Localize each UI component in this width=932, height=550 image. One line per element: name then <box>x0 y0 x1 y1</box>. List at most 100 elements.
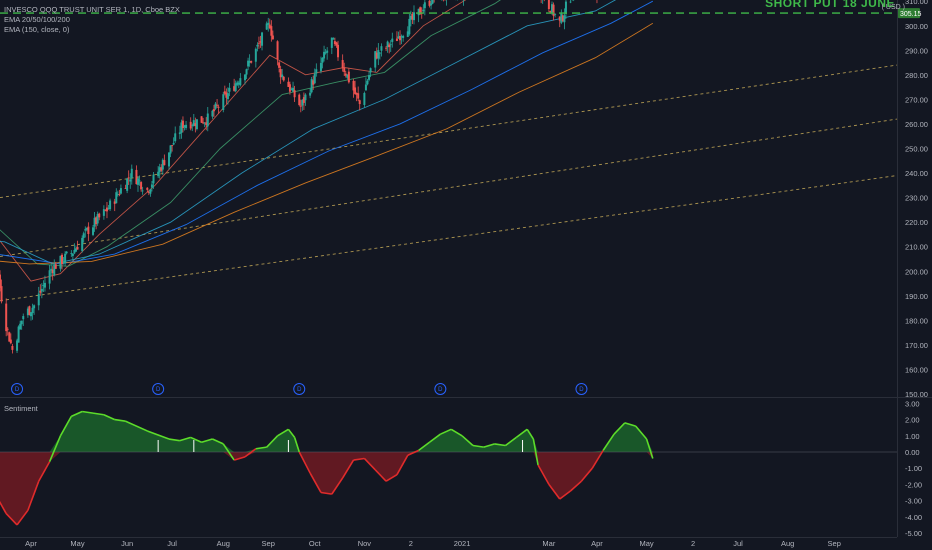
dividend-marker[interactable] <box>152 383 165 395</box>
symbol-legend[interactable]: INVESCO QQQ TRUST UNIT SER 1, 1D, Cboe B… <box>4 5 180 14</box>
ema-line[interactable] <box>0 0 653 282</box>
ema-group-legend[interactable]: EMA 20/50/100/200 <box>4 15 70 24</box>
candle-body <box>549 10 552 14</box>
candle-body <box>8 332 11 342</box>
sentiment-segment[interactable] <box>450 428 463 437</box>
sentiment-segment[interactable] <box>92 412 104 416</box>
candle-body <box>279 69 282 78</box>
sentiment-segment[interactable] <box>591 449 604 469</box>
sentiment-segment[interactable] <box>418 441 430 452</box>
sentiment-segment[interactable] <box>602 433 615 451</box>
sentiment-segment[interactable] <box>385 473 398 482</box>
sentiment-segment[interactable] <box>27 480 40 511</box>
ema-line[interactable] <box>0 22 654 265</box>
sentiment-segment[interactable] <box>548 483 561 500</box>
sentiment-segment[interactable] <box>353 457 365 461</box>
sentiment-segment[interactable] <box>396 454 409 476</box>
sentiment-segment[interactable] <box>103 414 116 421</box>
candle-body <box>206 113 209 127</box>
sentiment-tick-label: -4.00 <box>905 513 922 522</box>
sentiment-segment[interactable] <box>505 436 517 447</box>
sentiment-segment[interactable] <box>613 422 626 435</box>
sentiment-segment[interactable] <box>255 446 267 450</box>
candle-body <box>150 184 153 188</box>
sentiment-segment[interactable] <box>298 451 311 474</box>
sentiment-segment[interactable] <box>233 456 246 461</box>
sentiment-segment[interactable] <box>526 428 535 440</box>
sentiment-segment[interactable] <box>515 428 528 439</box>
sentiment-segment[interactable] <box>16 509 29 526</box>
candle-body <box>113 201 116 204</box>
sentiment-segment[interactable] <box>38 461 51 482</box>
candle-body <box>183 125 186 128</box>
sentiment-segment[interactable] <box>293 437 301 453</box>
trend-line[interactable] <box>0 175 898 302</box>
sentiment-tick-label: 3.00 <box>905 399 920 408</box>
dividend-marker[interactable] <box>575 383 588 395</box>
sentiment-segment[interactable] <box>494 443 506 447</box>
sentiment-segment[interactable] <box>70 410 83 418</box>
sentiment-segment[interactable] <box>407 449 419 456</box>
sentiment-segment[interactable] <box>374 469 387 482</box>
currency-label[interactable]: ( USD ) <box>882 4 905 11</box>
sentiment-segment[interactable] <box>320 491 332 495</box>
sentiment-segment[interactable] <box>266 435 279 448</box>
sentiment-segment[interactable] <box>580 467 593 482</box>
ema-150-legend[interactable]: EMA (150, close, 0) <box>4 25 70 34</box>
sentiment-segment[interactable] <box>341 459 355 479</box>
sentiment-segment[interactable] <box>0 494 7 514</box>
sentiment-segment[interactable] <box>559 490 572 500</box>
sentiment-segment[interactable] <box>59 415 73 437</box>
dividend-marker[interactable] <box>11 383 24 395</box>
trend-line[interactable] <box>0 64 898 199</box>
price-tick-label: 280.00 <box>905 71 928 80</box>
sentiment-segment[interactable] <box>532 438 539 466</box>
candle-body <box>389 44 392 46</box>
sentiment-legend[interactable]: Sentiment <box>4 404 38 413</box>
trend-line[interactable] <box>0 118 898 257</box>
sentiment-segment[interactable] <box>309 472 322 493</box>
sentiment-segment[interactable] <box>635 425 648 440</box>
sentiment-segment[interactable] <box>114 418 126 423</box>
dividend-marker[interactable] <box>293 383 306 395</box>
candle-body <box>171 145 174 146</box>
candle-body <box>380 46 383 51</box>
sentiment-segment[interactable] <box>222 443 235 461</box>
ema-line[interactable] <box>0 0 653 265</box>
sentiment-segment[interactable] <box>645 438 654 459</box>
sentiment-segment[interactable] <box>624 422 636 427</box>
sentiment-segment[interactable] <box>461 435 474 447</box>
sentiment-segment[interactable] <box>168 438 180 442</box>
candle-body <box>391 38 394 42</box>
sentiment-segment[interactable] <box>483 443 495 448</box>
candle-body <box>54 264 57 269</box>
sentiment-segment[interactable] <box>537 464 550 485</box>
candle-body <box>337 44 340 58</box>
sentiment-segment[interactable] <box>277 428 289 437</box>
sentiment-segment[interactable] <box>440 428 452 435</box>
sentiment-segment[interactable] <box>429 433 441 443</box>
candle-body <box>203 122 206 124</box>
sentiment-segment[interactable] <box>287 428 296 438</box>
sentiment-segment[interactable] <box>472 444 484 448</box>
candle-body <box>163 160 166 166</box>
sentiment-segment[interactable] <box>201 438 213 444</box>
short-put-annotation[interactable]: SHORT PUT 18 JUNE <box>765 0 895 10</box>
dividend-marker[interactable] <box>434 383 447 395</box>
candle-body <box>191 125 194 127</box>
sentiment-segment[interactable] <box>82 410 94 414</box>
sentiment-segment[interactable] <box>570 480 582 492</box>
sentiment-segment[interactable] <box>179 436 191 442</box>
sentiment-segment[interactable] <box>331 477 344 495</box>
sentiment-segment[interactable] <box>363 457 376 471</box>
sentiment-segment[interactable] <box>244 448 257 458</box>
sentiment-segment[interactable] <box>5 513 18 526</box>
sentiment-segment[interactable] <box>212 438 224 445</box>
sentiment-segment[interactable] <box>190 436 202 444</box>
candle-body <box>271 35 274 40</box>
sentiment-segment[interactable] <box>147 430 170 440</box>
ema-line[interactable] <box>0 0 653 267</box>
sentiment-segment[interactable] <box>125 420 148 432</box>
sentiment-segment[interactable] <box>48 435 62 463</box>
